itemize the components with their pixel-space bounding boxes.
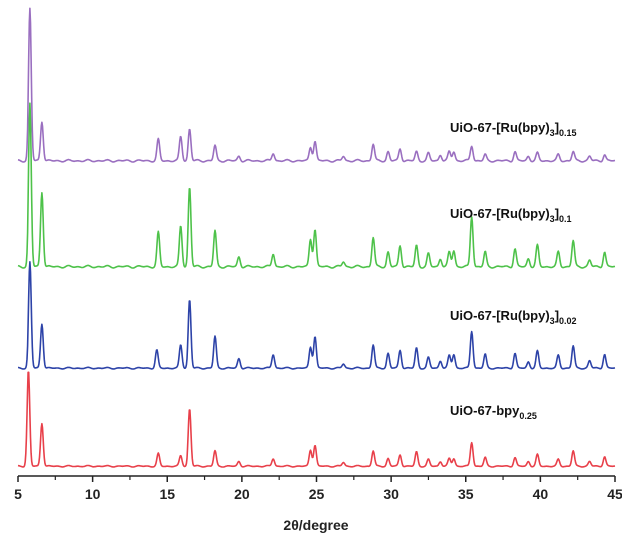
x-tick-label-10: 10 xyxy=(85,486,101,502)
series-label-4: UiO-67-[Ru(bpy)3]0.15 xyxy=(450,120,577,138)
series-label-2: UiO-67-[Ru(bpy)3]0.02 xyxy=(450,308,577,326)
x-tick-label-25: 25 xyxy=(309,486,325,502)
x-tick-label-15: 15 xyxy=(159,486,175,502)
x-tick-label-30: 30 xyxy=(383,486,399,502)
x-tick-label-45: 45 xyxy=(607,486,622,502)
x-tick-label-5: 5 xyxy=(14,486,22,502)
series-line-4 xyxy=(17,7,616,163)
series-layer xyxy=(17,7,616,468)
series-line-2 xyxy=(17,260,616,370)
x-tick-label-40: 40 xyxy=(533,486,549,502)
series-labels: UiO-67-bpy0.25 UiO-67-[Ru(bpy)3]0.02 UiO-6… xyxy=(450,120,577,421)
series-label-1: UiO-67-bpy0.25 xyxy=(450,403,537,421)
series-label-3: UiO-67-[Ru(bpy)3]0.1 xyxy=(450,206,572,224)
x-tick-label-35: 35 xyxy=(458,486,474,502)
x-axis-title: 2θ/degree xyxy=(283,517,348,533)
x-ticks: 5 10 15 20 25 30 35 40 45 xyxy=(14,476,622,502)
series-line-3 xyxy=(17,102,616,269)
series-line-1 xyxy=(17,371,616,468)
x-tick-label-20: 20 xyxy=(234,486,250,502)
